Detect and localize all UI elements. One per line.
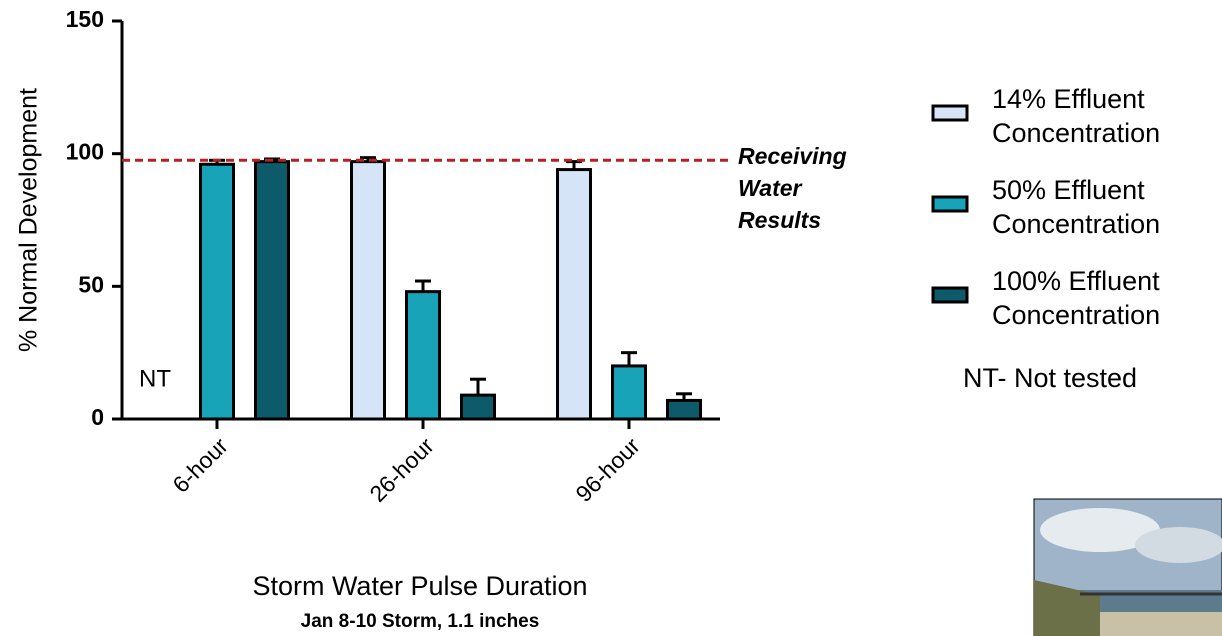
y-tick-label: 150 [66, 6, 104, 32]
na-label: NT [139, 365, 171, 392]
legend-label: 50% Effluent Concentration [992, 173, 1212, 241]
photo [1034, 499, 1222, 636]
legend-swatch [933, 197, 967, 211]
error-bar [415, 281, 431, 292]
bar [558, 170, 591, 419]
x-tick-label: 96-hour [570, 432, 645, 507]
y-tick-label: 100 [66, 139, 104, 165]
y-axis-title: % Normal Development [15, 88, 43, 352]
page: {"chart_data": {"type": "bar", "y_label"… [0, 0, 1222, 636]
subtitle: Jan 8-10 Storm, 1.1 inches [301, 611, 540, 632]
bar [256, 162, 289, 419]
x-axis-title: Storm Water Pulse Duration [252, 571, 587, 601]
bar [352, 162, 385, 419]
reference-label: Receiving Water Results [738, 140, 878, 236]
error-bar [470, 379, 486, 395]
y-tick-label: 0 [91, 404, 104, 430]
legend-label: 100% Effluent Concentration [992, 264, 1212, 332]
legend-label: 14% Effluent Concentration [992, 82, 1212, 150]
bar [668, 400, 701, 419]
bar [407, 292, 440, 419]
x-tick-label: 6-hour [167, 432, 233, 498]
x-tick-label: 26-hour [364, 432, 439, 507]
y-tick-label: 50 [78, 271, 104, 297]
bar [613, 366, 646, 419]
na-note: NT- Not tested [963, 363, 1137, 393]
bar [462, 395, 495, 419]
legend-swatch [933, 106, 967, 120]
error-bar [621, 353, 637, 366]
legend-swatch [933, 288, 967, 302]
bar [201, 164, 234, 419]
